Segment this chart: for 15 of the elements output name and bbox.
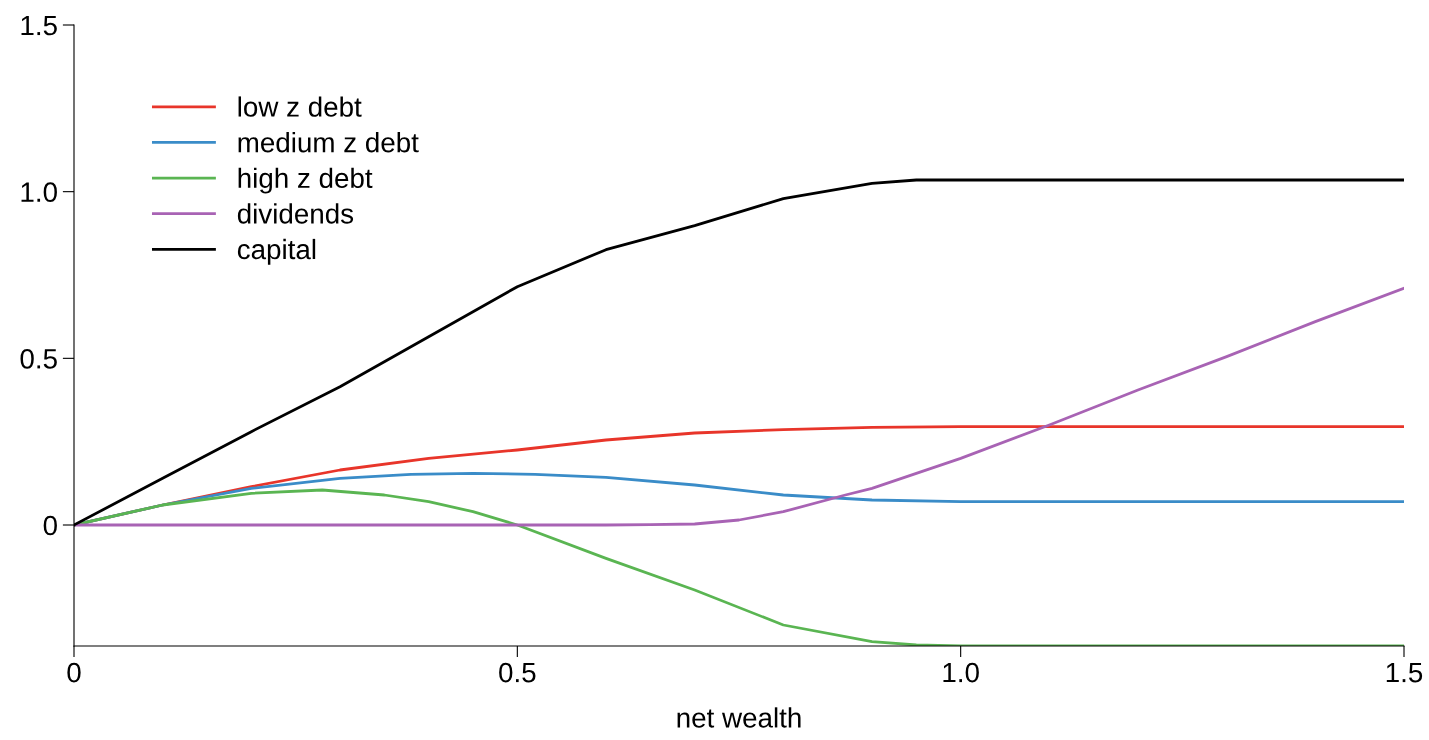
x-tick-label: 1.5 (1386, 662, 1423, 683)
x-tick-label: 0.5 (499, 662, 536, 683)
x-axis-title: net wealth (677, 707, 801, 728)
y-tick-label: 1.5 (21, 15, 57, 36)
x-tick-label: 0 (67, 662, 81, 683)
y-tick-label: 0.5 (20, 349, 57, 369)
legend-label: high z debt (238, 167, 373, 194)
legend-label: medium z debt (238, 132, 419, 153)
x-tick-label: 1.0 (943, 662, 979, 683)
y-tick-label: 1.0 (21, 182, 57, 203)
line-series (74, 286, 1404, 527)
legend-label: capital (237, 238, 316, 265)
y-tick-label: 0 (43, 515, 57, 536)
legend-label: dividends (237, 203, 354, 224)
legend-label: low z debt (238, 96, 362, 117)
